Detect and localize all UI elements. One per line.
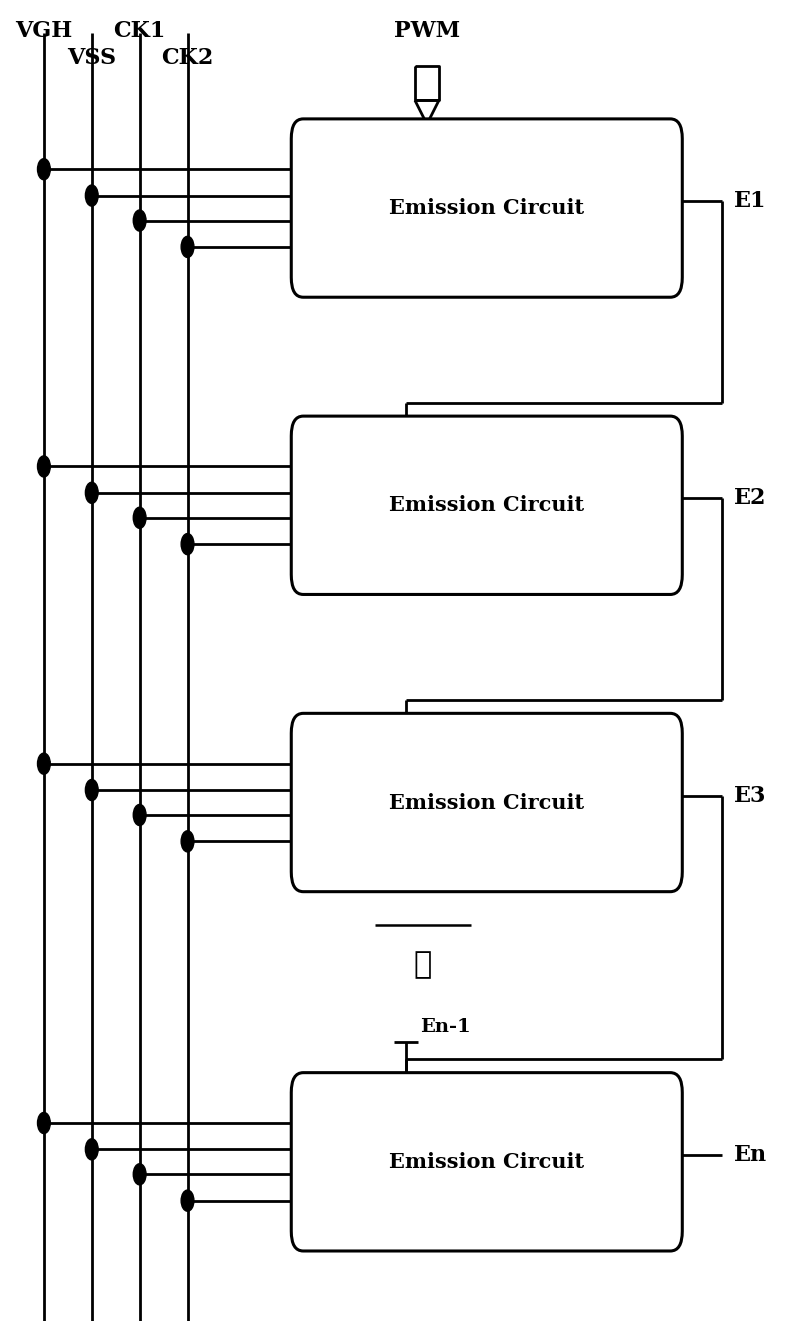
Text: E1: E1	[734, 190, 767, 213]
Circle shape	[85, 1139, 98, 1160]
Circle shape	[181, 831, 194, 852]
Text: VSS: VSS	[67, 46, 117, 69]
Circle shape	[181, 534, 194, 555]
Circle shape	[38, 159, 50, 180]
Text: Emission Circuit: Emission Circuit	[389, 1152, 584, 1172]
FancyBboxPatch shape	[291, 416, 682, 594]
Circle shape	[85, 779, 98, 801]
Text: CK2: CK2	[161, 46, 214, 69]
Circle shape	[85, 185, 98, 206]
Text: En-1: En-1	[421, 1017, 471, 1036]
Text: PWM: PWM	[394, 20, 460, 42]
FancyBboxPatch shape	[291, 713, 682, 892]
Circle shape	[133, 804, 146, 826]
FancyBboxPatch shape	[291, 1073, 682, 1251]
Text: VGH: VGH	[15, 20, 73, 42]
Text: E2: E2	[734, 487, 767, 510]
Circle shape	[133, 507, 146, 528]
Text: Emission Circuit: Emission Circuit	[389, 793, 584, 812]
Circle shape	[133, 1164, 146, 1185]
Circle shape	[38, 753, 50, 774]
Text: ⋮: ⋮	[414, 948, 432, 980]
Circle shape	[38, 456, 50, 477]
Text: E3: E3	[734, 785, 767, 807]
Text: Emission Circuit: Emission Circuit	[389, 495, 584, 515]
Text: CK1: CK1	[113, 20, 166, 42]
Circle shape	[133, 210, 146, 231]
Circle shape	[181, 1190, 194, 1211]
Circle shape	[38, 1112, 50, 1133]
FancyBboxPatch shape	[291, 119, 682, 297]
Circle shape	[181, 236, 194, 258]
Text: Emission Circuit: Emission Circuit	[389, 198, 584, 218]
Text: En: En	[734, 1144, 768, 1166]
Circle shape	[85, 482, 98, 503]
